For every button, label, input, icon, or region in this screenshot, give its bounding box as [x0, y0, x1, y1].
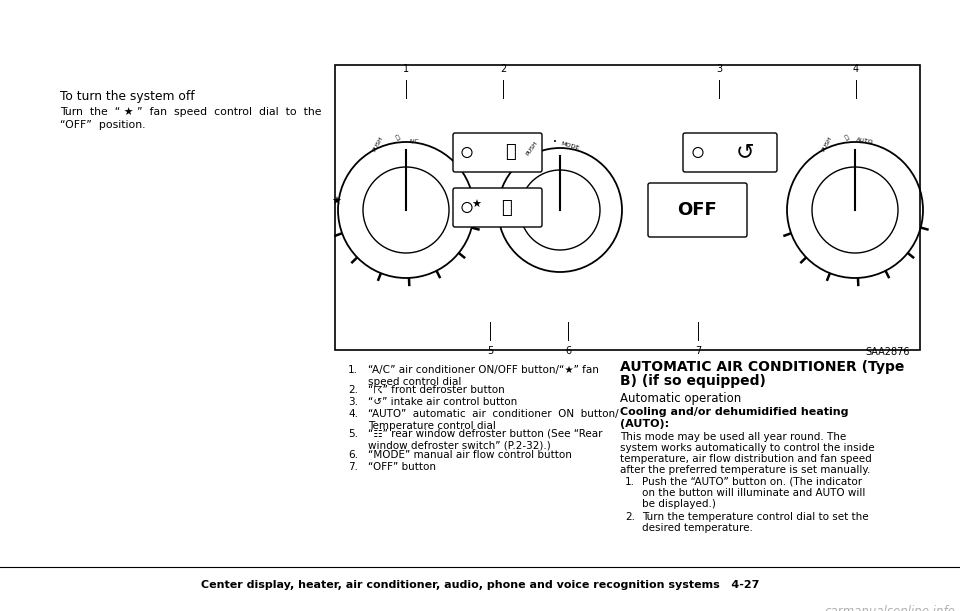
Text: Push the “AUTO” button on. (The indicator: Push the “AUTO” button on. (The indicato… [642, 477, 862, 487]
Text: 7.: 7. [348, 462, 358, 472]
Text: ★: ★ [331, 197, 341, 207]
Text: on the button will illuminate and AUTO will: on the button will illuminate and AUTO w… [642, 488, 865, 498]
Text: “↺” intake air control button: “↺” intake air control button [368, 397, 517, 407]
Text: Automatic operation: Automatic operation [620, 392, 741, 405]
Text: 5.: 5. [348, 429, 358, 439]
Text: system works automatically to control the inside: system works automatically to control th… [620, 443, 875, 453]
Text: 5: 5 [487, 346, 493, 356]
FancyBboxPatch shape [453, 188, 542, 227]
Text: AUTOMATIC AIR CONDITIONER (Type: AUTOMATIC AIR CONDITIONER (Type [620, 360, 904, 374]
Text: temperature, air flow distribution and fan speed: temperature, air flow distribution and f… [620, 454, 872, 464]
Text: carmanualsonline.info: carmanualsonline.info [824, 605, 955, 611]
Text: MODE: MODE [560, 141, 580, 151]
Text: “AUTO”  automatic  air  conditioner  ON  button/
Temperature control dial: “AUTO” automatic air conditioner ON butt… [368, 409, 618, 431]
Bar [335, 65, 920, 350]
Text: ⓐ: ⓐ [844, 134, 850, 141]
Text: 6: 6 [564, 346, 571, 356]
Text: “☈” front defroster button: “☈” front defroster button [368, 385, 505, 395]
Text: •: • [553, 139, 557, 145]
Text: PUSH: PUSH [821, 136, 833, 153]
Text: 1.: 1. [348, 365, 358, 375]
Text: 3.: 3. [348, 397, 358, 407]
Text: PUSH: PUSH [372, 136, 384, 153]
Text: 2: 2 [500, 64, 506, 74]
Text: 1: 1 [403, 64, 409, 74]
Text: To turn the system off: To turn the system off [60, 90, 195, 103]
Text: ⓐ: ⓐ [395, 134, 401, 141]
FancyBboxPatch shape [453, 133, 542, 172]
Circle shape [363, 167, 449, 253]
Text: 2.: 2. [348, 385, 358, 395]
Text: Turn  the  “ ★ ”  fan  speed  control  dial  to  the: Turn the “ ★ ” fan speed control dial to… [60, 107, 322, 117]
Text: “OFF” button: “OFF” button [368, 462, 436, 472]
Text: Center display, heater, air conditioner, audio, phone and voice recognition syst: Center display, heater, air conditioner,… [201, 580, 759, 590]
Circle shape [520, 170, 600, 250]
Text: Cooling and/or dehumidified heating: Cooling and/or dehumidified heating [620, 407, 849, 417]
Text: desired temperature.: desired temperature. [642, 523, 753, 533]
Text: (AUTO):: (AUTO): [620, 419, 669, 429]
Text: 3: 3 [716, 64, 722, 74]
Text: 7: 7 [695, 346, 701, 356]
Text: SAA2876: SAA2876 [866, 347, 910, 357]
Text: 2.: 2. [625, 512, 635, 522]
Text: ⫪: ⫪ [505, 144, 516, 161]
Text: 4: 4 [852, 64, 859, 74]
FancyBboxPatch shape [648, 183, 747, 237]
Text: “☷” rear window defroster button (See “Rear
window defroster switch” (P.2-32).): “☷” rear window defroster button (See “R… [368, 429, 603, 450]
Circle shape [812, 167, 898, 253]
Text: be displayed.): be displayed.) [642, 499, 716, 509]
Text: ⫪: ⫪ [502, 199, 513, 216]
Text: “OFF”  position.: “OFF” position. [60, 120, 146, 130]
Text: Turn the temperature control dial to set the: Turn the temperature control dial to set… [642, 512, 869, 522]
Text: 6.: 6. [348, 450, 358, 460]
Text: after the preferred temperature is set manually.: after the preferred temperature is set m… [620, 465, 871, 475]
Text: “A/C” air conditioner ON/OFF button/“★” fan
speed control dial: “A/C” air conditioner ON/OFF button/“★” … [368, 365, 599, 387]
Text: ★: ★ [471, 200, 481, 210]
Text: ↺: ↺ [735, 142, 755, 163]
Text: PUSH: PUSH [525, 140, 539, 156]
FancyBboxPatch shape [683, 133, 777, 172]
Text: 4.: 4. [348, 409, 358, 419]
Text: B) (if so equipped): B) (if so equipped) [620, 374, 766, 388]
Text: A/C: A/C [409, 139, 420, 144]
Text: OFF: OFF [678, 201, 717, 219]
Text: “MODE” manual air flow control button: “MODE” manual air flow control button [368, 450, 572, 460]
Text: This mode may be used all year round. The: This mode may be used all year round. Th… [620, 432, 847, 442]
Text: AUTO: AUTO [856, 137, 875, 145]
Text: 1.: 1. [625, 477, 635, 487]
